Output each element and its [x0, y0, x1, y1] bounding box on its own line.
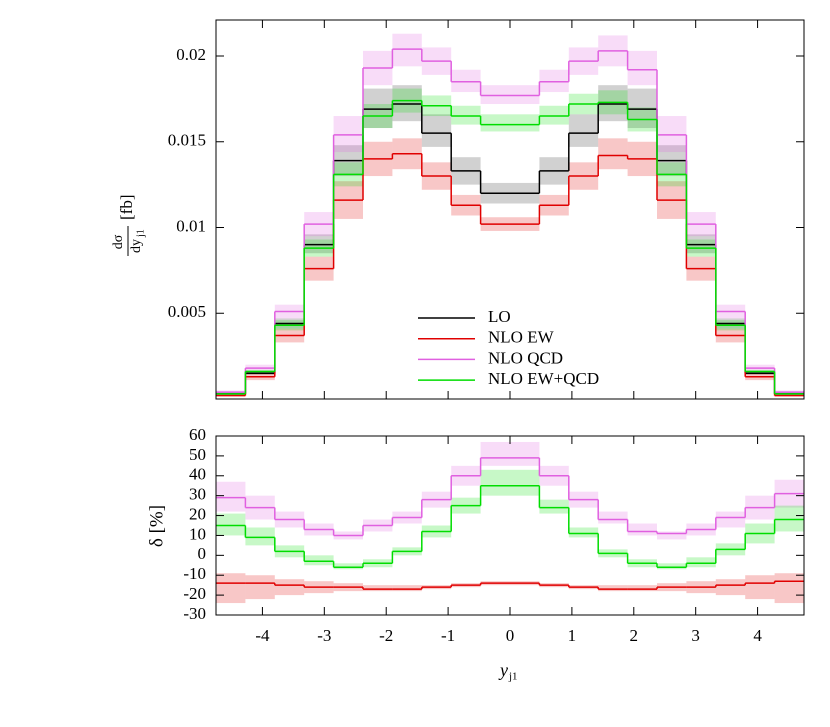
x-tick-label: 1	[568, 626, 577, 645]
uncertainty-band	[480, 114, 540, 132]
uncertainty-band	[598, 85, 628, 122]
uncertainty-band	[774, 393, 804, 396]
uncertainty-band	[363, 585, 393, 592]
y-tick-label: 10	[189, 524, 206, 543]
y-tick-label: 0.015	[168, 131, 206, 150]
uncertainty-band	[657, 116, 687, 153]
uncertainty-band	[216, 393, 246, 396]
uncertainty-band	[598, 511, 628, 524]
x-tick-label: 0	[506, 626, 515, 645]
uncertainty-band	[539, 69, 569, 93]
uncertainty-band	[568, 527, 599, 538]
y-tick-label: 0.005	[168, 302, 206, 321]
y-label-unit: [fb]	[117, 195, 136, 220]
x-label: y	[498, 660, 508, 680]
uncertainty-band	[627, 88, 657, 129]
uncertainty-band	[392, 585, 422, 592]
uncertainty-band	[686, 557, 716, 568]
uncertainty-band	[539, 105, 569, 125]
y-tick-label: 40	[189, 465, 206, 484]
y-label-subscript: j1	[135, 229, 146, 238]
y-tick-label: 30	[189, 485, 206, 504]
uncertainty-band	[715, 511, 746, 528]
y-tick-label: 20	[189, 504, 206, 523]
uncertainty-band	[333, 563, 363, 570]
y-label-bottom: δ [%]	[146, 505, 167, 547]
x-tick-label: -4	[255, 626, 270, 645]
y-tick-label: -30	[183, 604, 206, 623]
y-label-top: dσ dy j1 [fb]	[111, 195, 146, 256]
uncertainty-band	[657, 563, 687, 570]
x-tick-label: -1	[441, 626, 455, 645]
y-label-numerator: dσ	[111, 234, 126, 249]
uncertainty-band	[274, 579, 305, 596]
x-tick-label: -3	[317, 626, 331, 645]
legend-label: NLO EW+QCD	[488, 369, 599, 388]
uncertainty-band	[480, 85, 540, 105]
uncertainty-band	[627, 523, 657, 536]
legend-label: NLO QCD	[488, 348, 563, 367]
uncertainty-band	[216, 573, 246, 604]
uncertainty-band	[392, 33, 422, 67]
uncertainty-band	[245, 575, 275, 600]
x-tick-label: -2	[379, 626, 393, 645]
x-tick-label: 2	[630, 626, 639, 645]
legend-label: NLO EW	[488, 328, 555, 347]
y-tick-label: 0	[198, 544, 207, 563]
uncertainty-band	[598, 585, 628, 592]
x-tick-label: 4	[753, 626, 762, 645]
uncertainty-band	[216, 481, 246, 512]
y-tick-label: 60	[189, 425, 206, 444]
uncertainty-band	[245, 527, 275, 546]
uncertainty-band	[598, 138, 628, 170]
uncertainty-band	[451, 69, 481, 93]
uncertainty-band	[421, 114, 452, 147]
uncertainty-band	[216, 513, 246, 536]
uncertainty-band	[657, 531, 687, 540]
uncertainty-band	[304, 555, 334, 566]
uncertainty-band	[363, 88, 393, 129]
uncertainty-band	[627, 585, 657, 592]
y-tick-label: -10	[183, 564, 206, 583]
y-tick-label: -20	[183, 584, 206, 603]
y-tick-label: 50	[189, 445, 206, 464]
uncertainty-band	[745, 575, 775, 600]
uncertainty-band	[216, 392, 246, 394]
uncertainty-band	[774, 573, 804, 604]
uncertainty-band	[451, 105, 481, 125]
uncertainty-band	[715, 579, 746, 596]
uncertainty-band	[774, 505, 804, 532]
legend-label: LO	[488, 307, 511, 326]
uncertainty-band	[627, 50, 657, 86]
x-tick-label: 3	[691, 626, 700, 645]
uncertainty-band	[568, 114, 599, 147]
y-tick-label: 0.01	[176, 216, 206, 235]
uncertainty-band	[480, 469, 540, 496]
uncertainty-band	[392, 85, 422, 122]
uncertainty-band	[333, 116, 363, 153]
uncertainty-band	[480, 441, 540, 466]
y-tick-label: 0.02	[176, 45, 206, 64]
uncertainty-band	[774, 392, 804, 394]
uncertainty-band	[539, 499, 569, 514]
x-label-subscript: j1	[508, 671, 518, 683]
y-label-denominator: dy	[129, 239, 144, 253]
